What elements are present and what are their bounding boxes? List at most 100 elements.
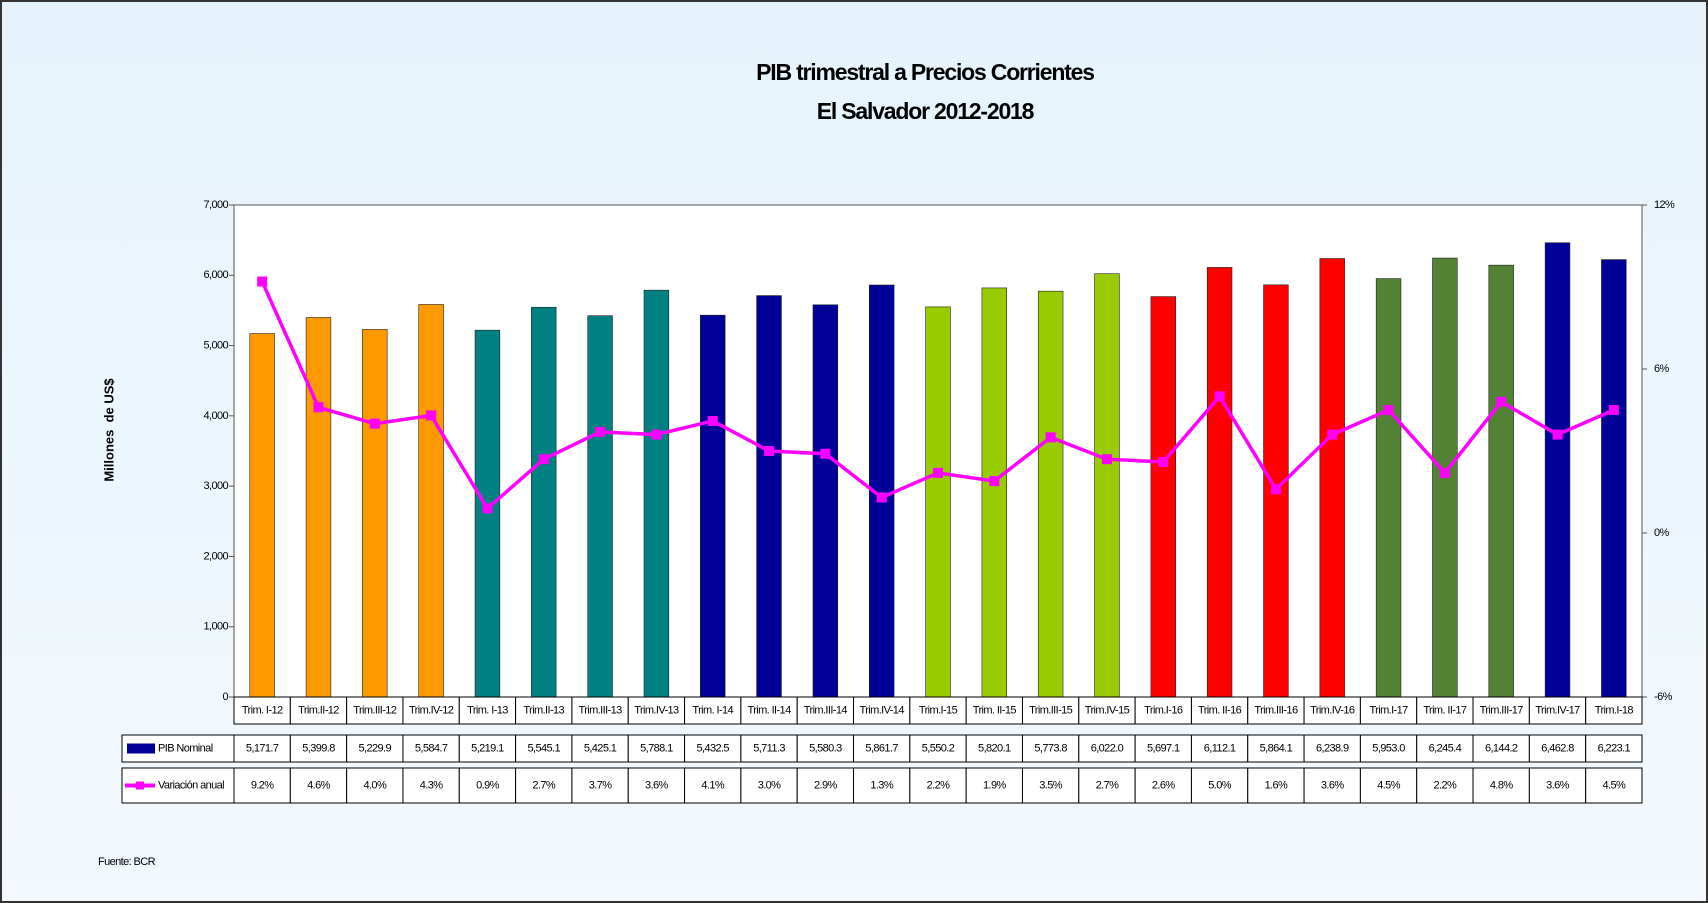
x-tick-label: Trim.I-16 [1144,704,1183,716]
table-cell [627,696,686,725]
data-label: 3.6% [1321,779,1344,791]
table-cell [1528,696,1587,725]
table-cell [965,767,1023,804]
x-tick-label: Trim.II-13 [523,704,564,716]
bar [249,333,275,698]
data-label: 4.0% [363,779,386,791]
x-tick-label: Trim.III-12 [353,704,397,716]
line-marker [1383,405,1394,415]
legend-label: Variación anual [158,779,224,791]
data-label: 6,462.8 [1541,742,1574,754]
line-marker [1552,429,1563,440]
bar [1094,273,1120,698]
table-cell [1472,734,1530,763]
bar [981,287,1008,698]
table-cell [1078,696,1136,725]
bar [925,306,951,698]
data-label: 2.9% [814,779,837,791]
y-tick-label: 4,000 [203,410,228,422]
x-tick-label: Trim.I-15 [919,704,958,716]
x-tick-label: Trim. II-16 [1198,704,1242,716]
bar [474,329,501,698]
table-cell [684,696,742,725]
line-marker [426,410,437,421]
table-cell [1303,767,1361,804]
y2-tick-label: 0% [1654,527,1670,539]
y-tick-label: 1,000 [203,621,228,633]
data-label: 4.8% [1490,779,1513,791]
data-label: 6,144.2 [1485,742,1518,754]
table-cell [627,767,686,804]
x-tick-label: Trim. II-17 [1423,704,1467,716]
x-tick-label: Trim.III-17 [1480,704,1524,716]
table-cell [1190,696,1249,725]
x-tick-label: Trim.II-12 [298,704,339,716]
table-cell [1021,767,1080,804]
x-tick-label: Trim. I-13 [467,704,508,716]
line-marker [989,476,1000,487]
data-label: 6,112.1 [1204,742,1236,754]
table-cell [740,696,798,725]
table-cell [1134,734,1192,763]
bar [1150,296,1176,698]
bar [362,329,388,698]
data-label: 6,238.9 [1316,742,1349,754]
y-tick-label: 5,000 [203,339,228,351]
x-tick-label: Trim.I-18 [1595,704,1634,716]
table-cell [233,767,291,804]
y-axis-label: Millones de US$ [101,378,116,482]
line-marker [1496,396,1507,407]
table-cell [1359,767,1418,804]
data-label: 5,171.7 [246,742,279,754]
table-cell [1472,696,1530,725]
line-marker [1214,391,1225,402]
data-label: 5,711.3 [753,742,785,754]
data-label: 5,229.9 [359,742,392,754]
bar [587,315,613,698]
table-cell [571,767,629,804]
y-tick-label: 7,000 [203,199,228,211]
line-marker [538,454,549,465]
table-cell [684,734,742,763]
table-cell [909,767,967,804]
data-label: 4.6% [307,779,330,791]
line-marker [1101,454,1112,465]
line-marker [1045,432,1056,443]
table-cell [1585,767,1643,804]
data-label: 2.7% [532,779,555,791]
data-label: 1.9% [983,779,1006,791]
data-label: 5,697.1 [1147,742,1180,754]
line-marker [764,446,775,456]
data-label: 6,245.4 [1429,742,1462,754]
data-label: 6,022.0 [1091,742,1124,754]
table-cell [1528,767,1587,804]
data-label: 4.5% [1602,779,1625,791]
x-tick-label: Trim.III-13 [579,704,623,716]
table-cell [1303,734,1361,763]
x-tick-label: Trim.III-15 [1029,704,1073,716]
table-cell [627,734,686,763]
data-label: 1.3% [870,779,893,791]
bar [700,314,726,698]
table-cell [684,767,742,804]
line-marker [820,448,831,459]
data-label: 2.2% [927,779,950,791]
data-label: 2.2% [1434,779,1457,791]
legend-swatch [136,781,144,790]
table-cell [346,696,404,725]
line-marker [595,426,606,437]
table-cell [515,734,573,763]
x-tick-label: Trim.IV-15 [1085,704,1130,716]
bar [643,289,670,698]
data-label: 1.6% [1265,779,1288,791]
data-label: 3.5% [1039,779,1062,791]
data-label: 2.6% [1152,779,1175,791]
table-cell [458,734,517,763]
x-tick-label: Trim.IV-16 [1310,704,1355,716]
data-label: 5,864.1 [1260,742,1293,754]
table-cell [965,734,1023,763]
x-tick-label: Trim. I-12 [242,704,283,716]
y-tick-label: 3,000 [203,480,228,492]
line-marker [933,467,943,478]
y2-tick-label: 12% [1654,199,1675,211]
